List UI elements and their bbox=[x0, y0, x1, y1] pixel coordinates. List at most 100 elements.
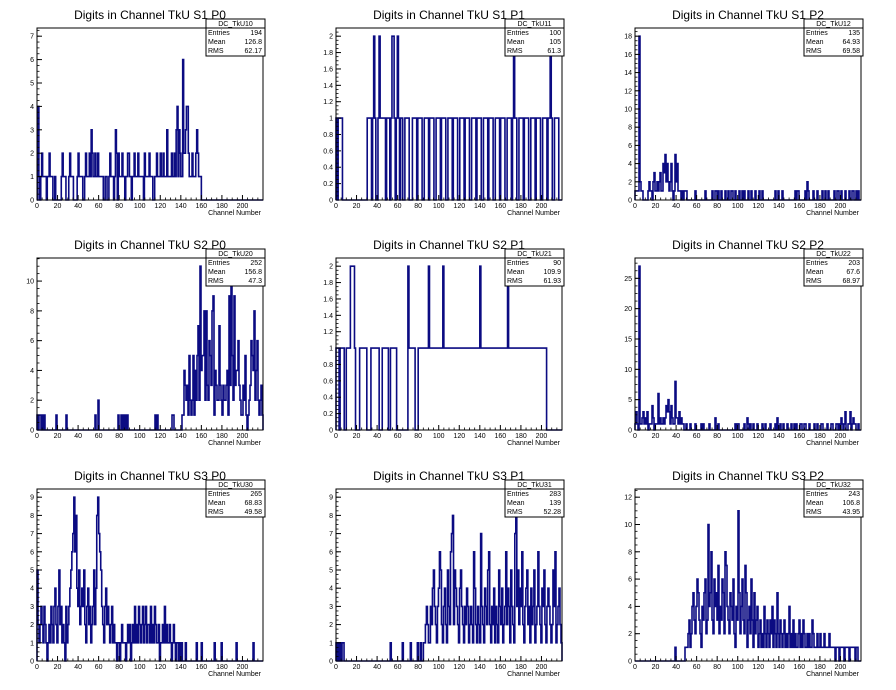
x-tick-label: 160 bbox=[196, 433, 208, 440]
x-tick-label: 60 bbox=[95, 664, 103, 671]
y-tick-label: 3 bbox=[329, 604, 333, 611]
x-tick-label: 40 bbox=[373, 203, 381, 210]
x-tick-label: 100 bbox=[732, 203, 744, 210]
panel-title: Digits in Channel TkU S3 P1 bbox=[373, 469, 525, 483]
stats-name: DC_TkU30 bbox=[218, 482, 253, 489]
x-tick-label: 60 bbox=[693, 203, 701, 210]
x-tick-label: 120 bbox=[752, 433, 764, 440]
y-tick-label: 12 bbox=[624, 88, 632, 95]
histogram-panel: Digits in Channel TkU S2 P20 20 40 60 80 100 1… bbox=[624, 238, 864, 447]
stats-label-entries: Entries bbox=[806, 30, 828, 37]
x-tick-label: 20 bbox=[652, 664, 660, 671]
y-tick-label: 12 bbox=[624, 495, 632, 502]
stats-value-mean: 156.8 bbox=[244, 269, 262, 276]
x-tick-label: 180 bbox=[814, 433, 826, 440]
histogram-series bbox=[335, 265, 562, 431]
x-axis-label: Channel Number bbox=[208, 671, 262, 678]
stats-value-mean: 139 bbox=[549, 500, 561, 507]
y-tick-label: 4 bbox=[329, 586, 333, 593]
stats-label-mean: Mean bbox=[208, 39, 226, 46]
histogram-series bbox=[36, 496, 263, 662]
y-tick-label: 3 bbox=[30, 604, 34, 611]
stats-box-frame bbox=[205, 479, 266, 518]
y-tick-label: 5 bbox=[30, 567, 34, 574]
x-tick-label: 140 bbox=[773, 433, 785, 440]
y-tick-label: 16 bbox=[624, 52, 632, 59]
x-tick-label: 0 bbox=[334, 664, 338, 671]
x-tick-label: 120 bbox=[453, 203, 465, 210]
x-tick-label: 100 bbox=[134, 433, 146, 440]
y-tick-label: 1.2 bbox=[323, 329, 333, 336]
x-tick-label: 20 bbox=[652, 433, 660, 440]
x-tick-label: 40 bbox=[74, 433, 82, 440]
x-tick-label: 20 bbox=[54, 203, 62, 210]
histogram-panel: Digits in Channel TkU S1 P10 20 40 60 80 100 1… bbox=[323, 8, 565, 217]
y-tick-label: 18 bbox=[624, 34, 632, 41]
x-tick-label: 80 bbox=[414, 433, 422, 440]
stats-value-entries: 194 bbox=[250, 30, 262, 37]
y-tick-label: 20 bbox=[624, 306, 632, 313]
x-tick-label: 180 bbox=[814, 664, 826, 671]
y-tick-label: 7 bbox=[30, 34, 34, 41]
y-tick-label: 2 bbox=[628, 631, 632, 638]
y-tick-label: 1.6 bbox=[323, 66, 333, 73]
x-tick-label: 0 bbox=[633, 203, 637, 210]
stats-label-rms: RMS bbox=[806, 48, 822, 55]
x-tick-label: 180 bbox=[515, 664, 527, 671]
x-tick-label: 140 bbox=[474, 433, 486, 440]
histogram-series bbox=[37, 58, 263, 201]
stats-label-rms: RMS bbox=[507, 278, 523, 285]
x-tick-label: 120 bbox=[154, 664, 166, 671]
x-tick-label: 160 bbox=[794, 664, 806, 671]
stats-name: DC_TkU20 bbox=[218, 251, 253, 258]
x-axis-label: Channel Number bbox=[208, 440, 262, 447]
x-tick-label: 120 bbox=[752, 203, 764, 210]
y-tick-label: 10 bbox=[26, 279, 34, 286]
x-tick-label: 80 bbox=[414, 664, 422, 671]
x-axis-label: Channel Number bbox=[806, 210, 860, 217]
x-axis-label: Channel Number bbox=[806, 671, 860, 678]
stats-value-entries: 283 bbox=[549, 491, 561, 498]
x-tick-label: 200 bbox=[237, 664, 249, 671]
x-tick-label: 100 bbox=[134, 664, 146, 671]
stats-name: DC_TkU12 bbox=[816, 21, 851, 28]
x-axis-label: Channel Number bbox=[208, 210, 262, 217]
stats-box-frame bbox=[504, 18, 565, 57]
histogram-panel: Digits in Channel TkU S3 P20 20 40 60 80 100 1… bbox=[624, 469, 864, 678]
y-tick-label: 4 bbox=[628, 161, 632, 168]
stats-name: DC_TkU10 bbox=[218, 21, 253, 28]
histogram-series bbox=[634, 35, 861, 201]
x-tick-label: 40 bbox=[373, 433, 381, 440]
y-tick-label: 0.4 bbox=[323, 165, 333, 172]
stats-value-rms: 61.3 bbox=[547, 48, 561, 55]
stats-label-entries: Entries bbox=[208, 260, 230, 267]
y-tick-label: 1.4 bbox=[323, 83, 333, 90]
stats-label-entries: Entries bbox=[507, 491, 529, 498]
stats-box-frame bbox=[803, 18, 864, 57]
y-tick-label: 0 bbox=[628, 659, 632, 666]
stats-value-rms: 52.28 bbox=[543, 509, 561, 516]
x-tick-label: 140 bbox=[773, 664, 785, 671]
stats-box: DC_TkU20 Entries 252 Mean 156.8 RMS 47.3 bbox=[205, 248, 266, 287]
y-tick-label: 0.6 bbox=[323, 148, 333, 155]
y-tick-label: 15 bbox=[624, 336, 632, 343]
stats-box: DC_TkU11 Entries 100 Mean 105 RMS 61.3 bbox=[504, 18, 565, 57]
stats-value-rms: 47.3 bbox=[248, 278, 262, 285]
x-tick-label: 20 bbox=[54, 433, 62, 440]
stats-label-mean: Mean bbox=[208, 500, 226, 507]
x-tick-label: 120 bbox=[453, 433, 465, 440]
y-tick-label: 0 bbox=[30, 428, 34, 435]
y-tick-label: 1.6 bbox=[323, 296, 333, 303]
stats-name: DC_TkU32 bbox=[816, 482, 851, 489]
x-tick-label: 140 bbox=[773, 203, 785, 210]
x-tick-label: 200 bbox=[237, 203, 249, 210]
y-tick-label: 1.8 bbox=[323, 50, 333, 57]
x-tick-label: 60 bbox=[394, 203, 402, 210]
x-tick-label: 60 bbox=[693, 433, 701, 440]
x-tick-label: 200 bbox=[536, 664, 548, 671]
y-tick-label: 7 bbox=[329, 531, 333, 538]
stats-box-frame bbox=[803, 479, 864, 518]
y-tick-label: 2 bbox=[329, 622, 333, 629]
stats-value-mean: 68.83 bbox=[244, 500, 262, 507]
